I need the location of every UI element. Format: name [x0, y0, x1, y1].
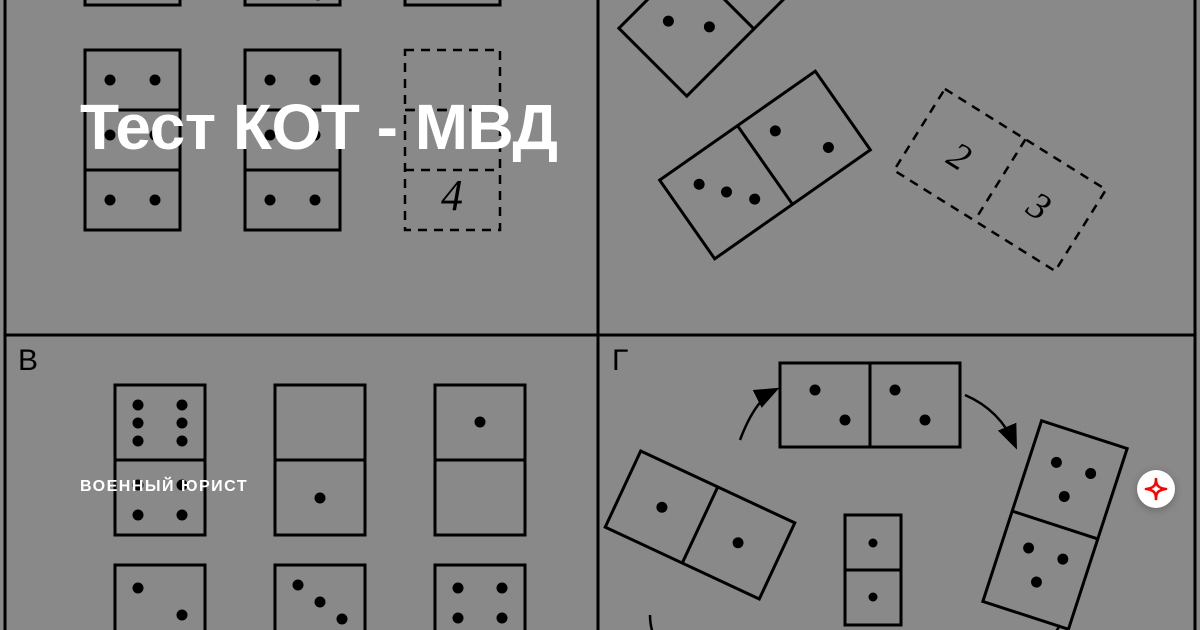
channel-name: ВОЕННЫЙ ЮРИСТ [80, 478, 248, 496]
page-title: Тест КОТ - МВД [80, 90, 557, 164]
zen-logo-badge [1137, 470, 1175, 508]
zen-icon [1144, 477, 1168, 501]
